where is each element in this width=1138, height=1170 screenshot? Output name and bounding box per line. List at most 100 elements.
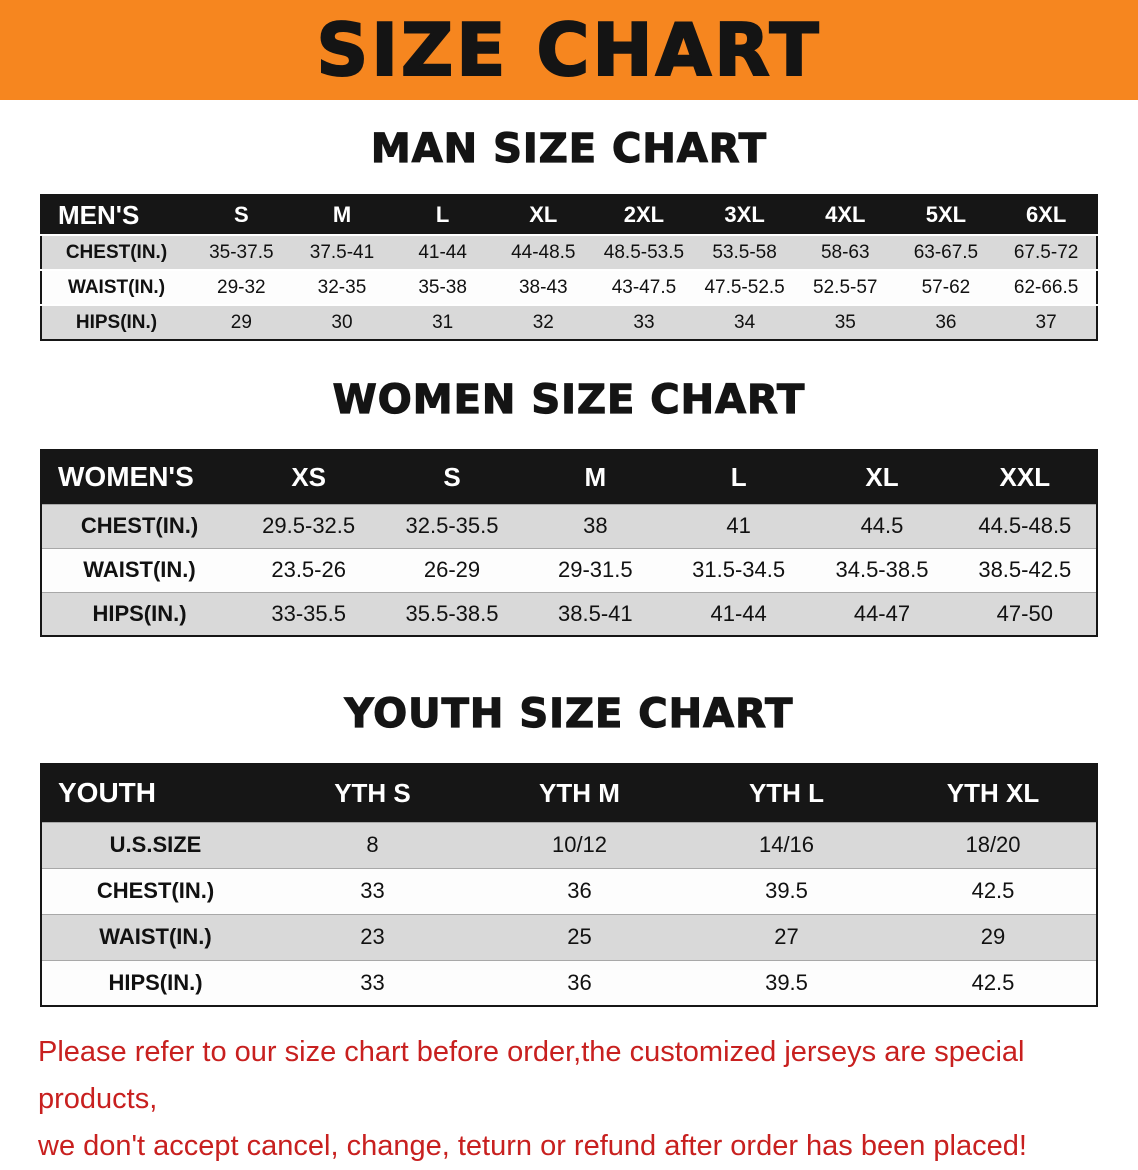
table-row: HIPS(IN.) 33 36 39.5 42.5: [41, 960, 1097, 1006]
table-title-cell: WOMEN'S: [41, 450, 237, 504]
size-value-cell: 33: [360, 878, 385, 903]
size-value-cell: 29: [980, 924, 1006, 949]
row-label: U.S.SIZE: [109, 832, 202, 857]
size-column-header: M: [523, 450, 667, 504]
size-value-cell: 35-38: [418, 276, 467, 298]
youth-size-table: YOUTH YTH S YTH M YTH L YTH XL U.S.SIZE 8 10/12…: [40, 763, 1098, 1007]
size-value-cell: 36: [567, 969, 592, 995]
size-value-cell: 23: [360, 924, 385, 949]
youth-section-heading: YOUTH SIZE CHART: [344, 690, 794, 737]
size-column-header: S: [380, 450, 524, 504]
size-column-header: 6XL: [996, 195, 1097, 235]
size-value-cell: 27: [774, 924, 799, 949]
size-value-cell: 44.5: [860, 513, 904, 538]
row-label: CHEST(IN.): [96, 878, 215, 903]
size-column-header: M: [291, 195, 393, 235]
size-value-cell: 29-31.5: [558, 557, 633, 582]
men-size-table: MEN'S S M L XL 2XL 3XL 4XL 5XL 6XL CHEST(IN.) 35-37…: [40, 194, 1098, 341]
footer-notice: Please refer to our size chart before or…: [38, 1029, 1100, 1170]
size-value-cell: 26-29: [423, 557, 481, 582]
size-value-cell: 48.5-53.5: [603, 241, 685, 263]
size-value-cell: 29: [230, 311, 252, 333]
size-column-header: L: [666, 450, 811, 504]
size-value-cell: 43-47.5: [611, 276, 677, 298]
size-value-cell: 29-32: [217, 276, 266, 298]
section-women: WOMEN SIZE CHART WOMEN'S XS S M L XL XXL CHEST(…: [0, 376, 1138, 637]
table-header-row: MEN'S S M L XL 2XL 3XL 4XL 5XL 6XL: [41, 195, 1097, 235]
size-value-cell: 29.5-32.5: [262, 513, 356, 538]
table-row: WAIST(IN.) 23 25 27 29: [41, 914, 1097, 960]
table-row: WAIST(IN.) 23.5-26 26-29 29-31.5 31.5-34.5 34…: [41, 548, 1097, 592]
size-value-cell: 38.5-42.5: [978, 557, 1072, 582]
size-value-cell: 37: [1035, 311, 1057, 333]
section-men: MAN SIZE CHART MEN'S S M L XL 2XL 3XL 4XL 5XL 6XL…: [0, 125, 1138, 341]
notice-line-1: Please refer to our size chart before or…: [38, 1036, 1025, 1115]
size-value-cell: 33-35.5: [271, 600, 346, 626]
size-value-cell: 63-67.5: [913, 241, 979, 263]
size-value-cell: 42.5: [971, 878, 1015, 903]
size-value-cell: 52.5-57: [813, 276, 878, 298]
size-value-cell: 47.5-52.5: [704, 276, 785, 298]
size-value-cell: 33: [633, 311, 655, 333]
size-value-cell: 35-37.5: [209, 241, 274, 263]
row-label: HIPS(IN.): [75, 311, 158, 333]
table-row: HIPS(IN.) 29 30 31 32 33 34 35 36 37: [41, 305, 1097, 340]
size-value-cell: 58-63: [820, 241, 870, 263]
size-column-header: 5XL: [895, 195, 997, 235]
women-size-table: WOMEN'S XS S M L XL XXL CHEST(IN.) 29.5-32.5 32.5…: [40, 449, 1098, 637]
section-youth: YOUTH SIZE CHART YOUTH YTH S YTH M YTH L YTH…: [0, 690, 1138, 1007]
table-row: U.S.SIZE 8 10/12 14/16 18/20: [41, 822, 1097, 868]
men-section-heading: MAN SIZE CHART: [370, 125, 768, 172]
size-value-cell: 30: [331, 311, 353, 333]
size-value-cell: 35: [834, 311, 856, 333]
row-label: HIPS(IN.): [108, 969, 203, 995]
size-value-cell: 37.5-41: [309, 241, 375, 263]
size-value-cell: 23.5-26: [271, 557, 346, 582]
size-value-cell: 39.5: [765, 969, 808, 995]
size-value-cell: 25: [567, 924, 592, 949]
size-column-header: XXL: [953, 450, 1097, 504]
banner: SIZE CHART: [0, 0, 1138, 100]
table-row: CHEST(IN.) 33 36 39.5 42.5: [41, 868, 1097, 914]
size-value-cell: 44-48.5: [511, 241, 576, 263]
row-label: CHEST(IN.): [80, 513, 199, 538]
size-value-cell: 32: [532, 311, 554, 333]
size-value-cell: 38.5-41: [558, 600, 633, 626]
table-row: HIPS(IN.) 33-35.5 35.5-38.5 38.5-41 41-44 44-…: [41, 592, 1097, 636]
size-value-cell: 38-43: [518, 276, 568, 298]
table-row: WAIST(IN.) 29-32 32-35 35-38 38-43 43-47.5 47.…: [41, 270, 1097, 305]
row-label: CHEST(IN.): [65, 241, 168, 263]
size-value-cell: 47-50: [996, 600, 1053, 626]
size-column-header: 3XL: [694, 195, 795, 235]
size-value-cell: 41-44: [418, 241, 467, 263]
women-section-heading: WOMEN SIZE CHART: [332, 376, 806, 423]
size-value-cell: 8: [366, 832, 379, 857]
table-row: CHEST(IN.) 35-37.5 37.5-41 41-44 44-48.5 48.5…: [41, 235, 1097, 270]
table-header-row: YOUTH YTH S YTH M YTH L YTH XL: [41, 764, 1097, 822]
size-value-cell: 33: [360, 969, 385, 995]
size-column-header: XL: [492, 195, 594, 235]
page-title: SIZE CHART: [315, 8, 822, 92]
row-label: WAIST(IN.): [99, 924, 212, 949]
size-value-cell: 41: [726, 513, 751, 538]
size-value-cell: 35.5-38.5: [405, 600, 499, 626]
size-value-cell: 34: [734, 311, 756, 333]
size-value-cell: 41-44: [710, 600, 767, 626]
table-title-cell: YOUTH: [41, 764, 269, 822]
size-column-header: YTH L: [683, 764, 890, 822]
size-column-header: YTH XL: [890, 764, 1097, 822]
row-label: HIPS(IN.): [92, 600, 187, 626]
size-column-header: L: [392, 195, 493, 235]
size-value-cell: 53.5-58: [712, 241, 777, 263]
size-column-header: YTH S: [269, 764, 476, 822]
size-value-cell: 44-47: [853, 600, 911, 626]
size-value-cell: 57-62: [921, 276, 971, 298]
row-label: WAIST(IN.): [67, 276, 166, 298]
size-value-cell: 42.5: [971, 969, 1015, 995]
size-value-cell: 18/20: [965, 832, 1021, 857]
notice-line-2: we don't accept cancel, change, teturn o…: [38, 1130, 1027, 1162]
size-value-cell: 38: [583, 513, 608, 538]
size-column-header: XL: [810, 450, 954, 504]
size-value-cell: 44.5-48.5: [978, 513, 1072, 538]
